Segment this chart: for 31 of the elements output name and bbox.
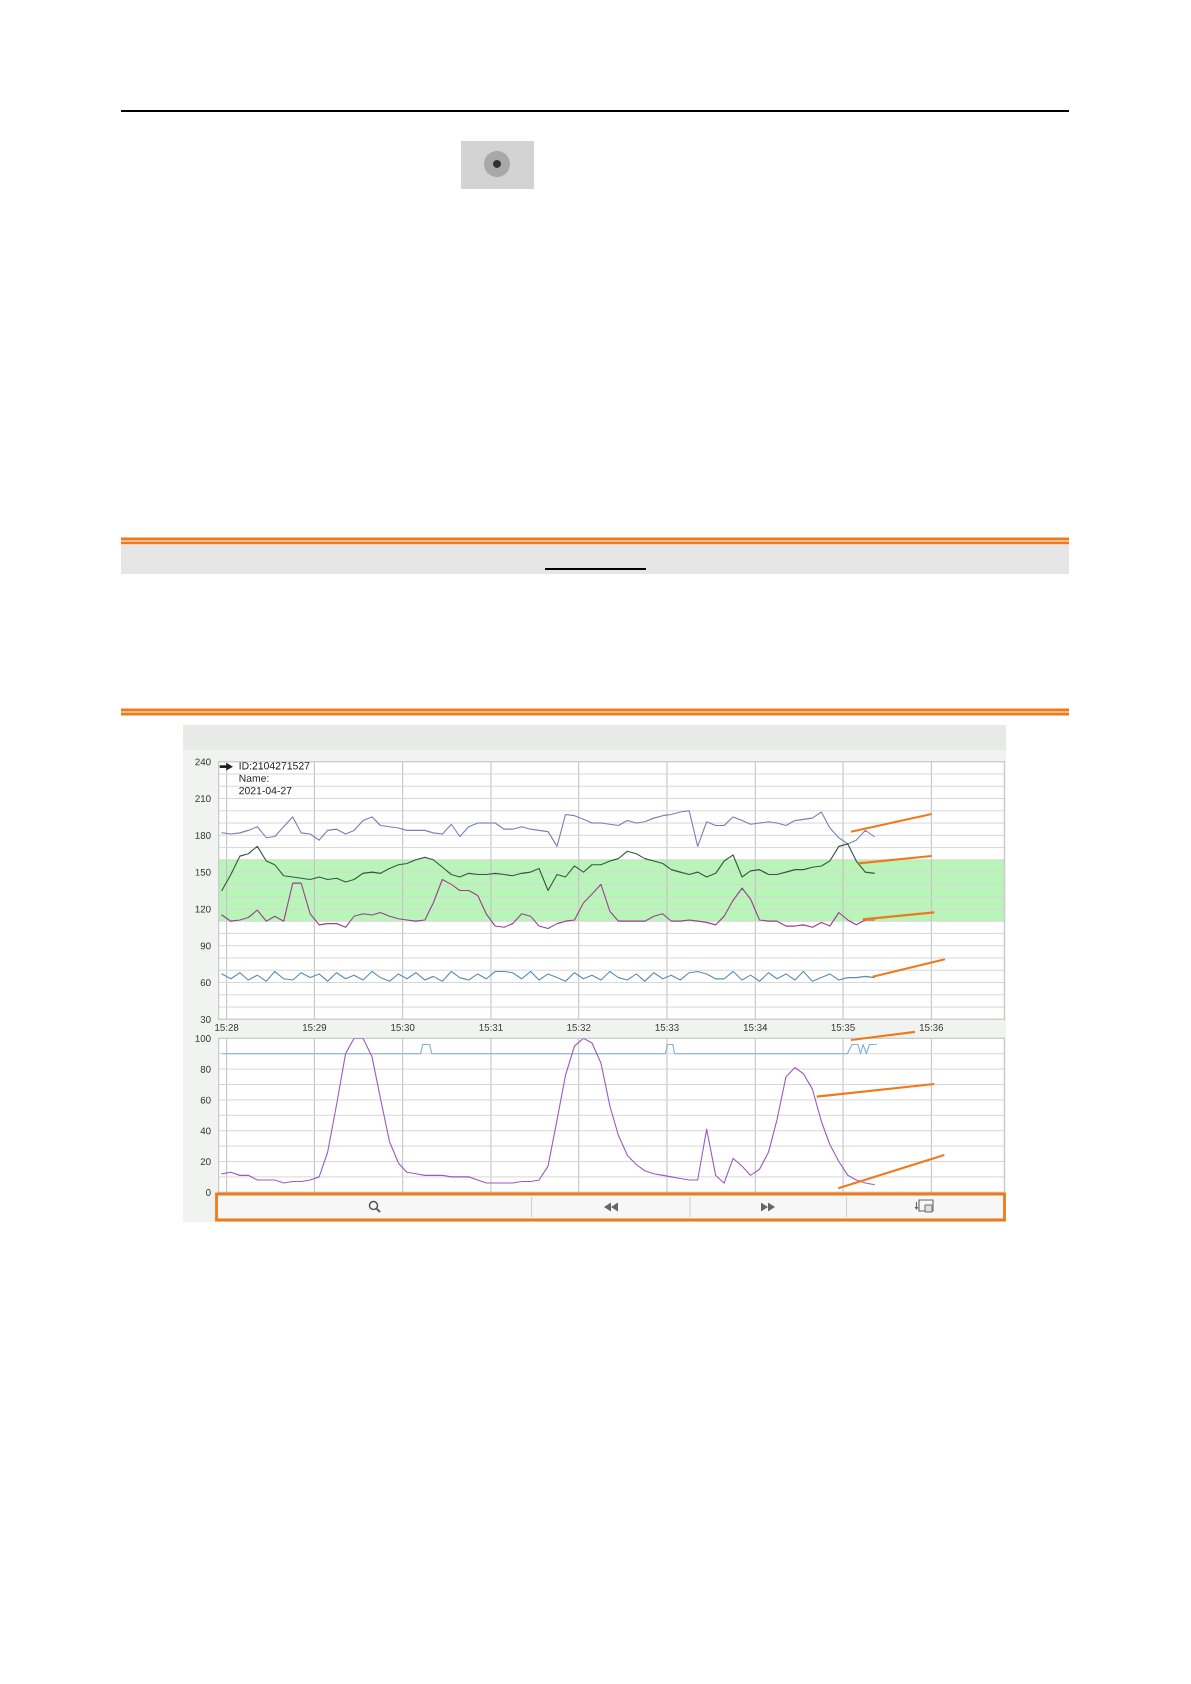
y-tick-label: 120 (195, 905, 211, 913)
x-tick-label: 15:29 (302, 1024, 327, 1031)
line-series (221, 810, 875, 847)
y-tick-label: 240 (195, 758, 211, 766)
annotation: Name: (239, 774, 269, 782)
y-tick-label: 60 (200, 1096, 211, 1104)
x-tick-label: 15:30 (391, 1024, 415, 1031)
y-tick-label: 30 (200, 1016, 211, 1023)
line-series (221, 1038, 875, 1186)
y-tick-label: 210 (195, 795, 211, 803)
x-tick-label: 15:32 (567, 1024, 591, 1031)
line-series (221, 843, 875, 892)
x-tick-label: 15:34 (743, 1024, 768, 1031)
y-tick-label: 180 (195, 832, 211, 839)
y-tick-label: 40 (200, 1127, 211, 1135)
x-tick-label: 15:31 (479, 1024, 503, 1031)
y-tick-label: 90 (200, 942, 211, 950)
y-tick-label: 20 (200, 1158, 211, 1166)
x-tick-label: 15:33 (655, 1024, 679, 1031)
line-series (221, 878, 875, 930)
x-tick-label: 15:36 (919, 1024, 944, 1031)
x-tick-label: 15:35 (831, 1024, 855, 1031)
line-series (221, 970, 875, 982)
y-tick-label: 80 (200, 1065, 211, 1073)
y-tick-label: 60 (200, 979, 211, 987)
annotation: 2021-04-27 (239, 786, 292, 795)
annotation: ID:2104271527 (239, 762, 310, 770)
y-tick-label: 150 (195, 868, 211, 876)
y-tick-label: 0 (206, 1189, 211, 1196)
y-tick-label: 100 (195, 1035, 211, 1042)
x-tick-label: 15:28 (215, 1024, 239, 1031)
